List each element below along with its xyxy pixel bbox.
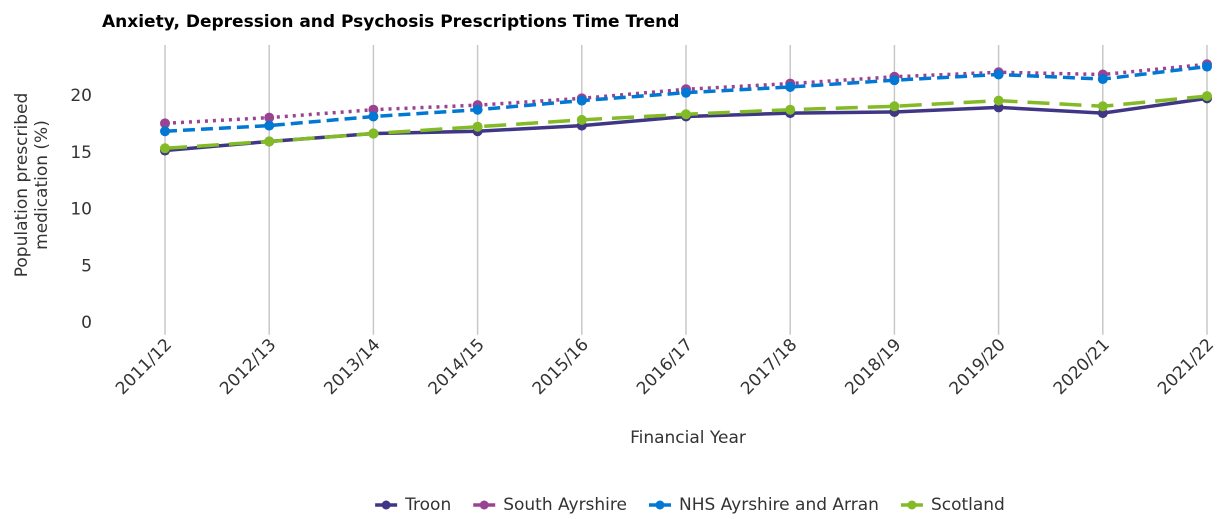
y-axis-label-line: Population prescribed <box>12 93 32 278</box>
point <box>1202 91 1212 102</box>
point <box>368 128 379 139</box>
point <box>889 75 900 86</box>
x-tick-label: 2020/21 <box>1050 335 1114 399</box>
chart-title: Anxiety, Depression and Psychosis Prescr… <box>102 12 679 32</box>
point <box>264 120 275 131</box>
legend-label: NHS Ayrshire and Arran <box>679 495 879 515</box>
y-axis-label-line: medication (%) <box>32 120 52 250</box>
y-tick-label: 10 <box>70 200 92 220</box>
y-tick-label: 5 <box>81 256 92 276</box>
point <box>889 101 900 112</box>
x-tick-label: 2021/22 <box>1154 335 1218 399</box>
legend: Troon South Ayrshire NHS Ayrshire and Arra… <box>375 495 1005 515</box>
x-tick-label: 2015/16 <box>529 335 593 399</box>
x-tick-label: 2012/13 <box>216 335 280 399</box>
x-tick-label: 2013/14 <box>320 335 384 399</box>
point <box>160 126 170 137</box>
legend-swatch-point <box>907 500 917 510</box>
x-tick-label: 2019/20 <box>946 335 1010 399</box>
point <box>576 114 587 125</box>
legend-label: Troon <box>404 495 451 515</box>
point <box>785 104 796 115</box>
legend-label: Scotland <box>931 495 1005 515</box>
point <box>264 136 275 147</box>
point <box>1097 74 1108 85</box>
point <box>576 95 587 106</box>
legend-swatch-point <box>479 500 489 510</box>
x-tick-label: 2011/12 <box>112 335 176 399</box>
point <box>160 143 170 154</box>
x-tick-label: 2018/19 <box>841 335 905 399</box>
point <box>160 118 170 129</box>
point <box>785 81 796 92</box>
legend-label: South Ayrshire <box>503 495 627 515</box>
point <box>264 112 275 123</box>
point <box>681 87 691 98</box>
x-tick-label: 2016/17 <box>633 335 697 399</box>
legend-swatch-point <box>381 500 391 510</box>
point <box>472 104 483 115</box>
y-axis-label: Population prescribed medication (%) <box>12 93 52 278</box>
y-tick-label: 0 <box>81 313 92 333</box>
legend-swatch-point <box>655 500 665 510</box>
y-tick-label: 15 <box>70 143 92 163</box>
point <box>993 69 1004 80</box>
x-tick-label: 2017/18 <box>737 335 801 399</box>
point <box>993 95 1004 106</box>
y-tick-label: 20 <box>70 86 92 106</box>
point <box>1097 101 1108 112</box>
point <box>368 111 379 122</box>
x-tick-label: 2014/15 <box>425 335 489 399</box>
point <box>681 109 691 120</box>
x-axis-label: Financial Year <box>630 428 746 448</box>
point <box>1202 61 1212 72</box>
point <box>472 121 483 132</box>
